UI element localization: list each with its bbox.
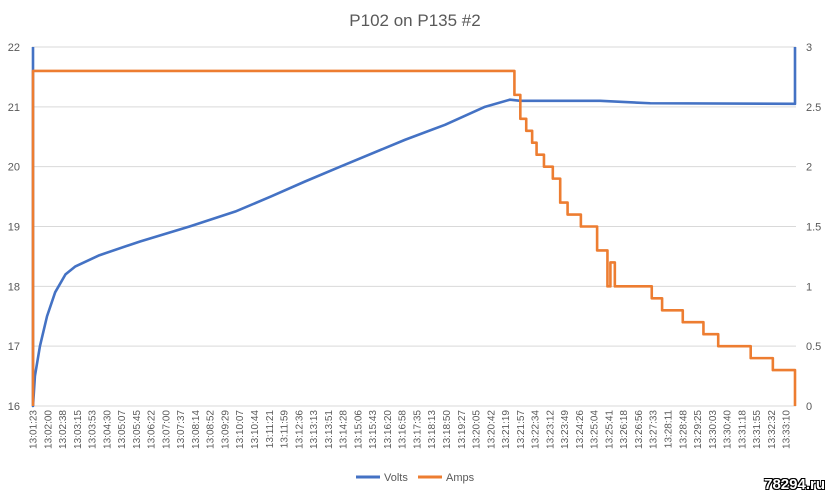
x-tick-label: 13:26:56 [634,410,645,449]
x-tick-label: 13:22:34 [531,410,542,449]
y-left-tick-label: 20 [8,162,20,174]
x-tick-label: 13:10:44 [250,410,261,449]
x-tick-label: 13:18:13 [427,410,438,449]
x-tick-label: 13:32:32 [767,410,778,449]
x-tick-label: 13:25:41 [604,410,615,449]
x-tick-label: 13:02:38 [58,410,69,449]
x-tick-label: 13:08:52 [206,410,217,449]
y-left-tick-label: 21 [8,102,20,114]
y-right-tick-label: 1.5 [806,222,821,234]
x-tick-label: 13:25:04 [590,410,601,449]
x-tick-label: 13:27:33 [649,410,660,449]
x-tick-label: 13:03:53 [88,410,99,449]
x-tick-label: 13:11:59 [280,410,291,449]
x-tick-label: 13:31:55 [752,410,763,449]
gridlines [32,46,796,407]
x-tick-label: 13:33:10 [782,410,793,449]
series-lines [31,47,797,408]
x-tick-label: 13:05:07 [117,410,128,449]
right-axis-ticks: 0 0.5 1 1.5 2 2.5 3 [806,42,821,413]
x-tick-label: 13:28:48 [678,410,689,449]
y-left-tick-label: 16 [8,401,20,413]
y-left-tick-label: 18 [8,281,20,293]
y-right-tick-label: 2 [806,162,812,174]
x-tick-label: 13:11:21 [265,410,276,449]
x-axis-ticks: 13:01:23 13:02:00 13:02:38 13:03:15 13:03:53… [29,410,793,449]
x-tick-label: 13:15:06 [353,410,364,449]
x-tick-label: 13:01:23 [29,410,40,449]
left-axis-ticks: 16 17 18 19 20 21 22 [8,42,20,413]
legend-amps-label: Amps [446,472,475,484]
x-tick-label: 13:05:45 [132,410,143,449]
x-tick-label: 13:12:36 [294,410,305,449]
y-right-tick-label: 2.5 [806,102,821,114]
x-tick-label: 13:07:00 [161,410,172,449]
x-tick-label: 13:20:05 [472,410,483,449]
x-tick-label: 13:24:26 [575,410,586,449]
x-tick-label: 13:16:58 [398,410,409,449]
x-tick-label: 13:17:35 [412,410,423,449]
x-tick-label: 13:31:18 [737,410,748,449]
x-tick-label: 13:23:49 [560,410,571,449]
x-tick-label: 13:09:29 [220,410,231,449]
x-tick-label: 13:13:13 [309,410,320,449]
x-tick-label: 13:30:03 [708,410,719,449]
x-tick-label: 13:29:25 [693,410,704,449]
legend-volts-label: Volts [384,472,408,484]
x-tick-label: 13:03:15 [73,410,84,449]
legend: Volts Amps [356,472,475,484]
y-right-tick-label: 1 [806,281,812,293]
watermark: 78294.ru [764,476,825,493]
x-tick-label: 13:21:19 [501,410,512,449]
x-tick-label: 13:07:37 [176,410,187,449]
x-tick-label: 13:23:12 [545,410,556,449]
y-left-tick-label: 17 [8,341,20,353]
x-tick-label: 13:14:28 [339,410,350,449]
series-volts-line [31,47,797,408]
x-tick-label: 13:04:30 [102,410,113,449]
x-tick-label: 13:30:40 [723,410,734,449]
x-tick-label: 13:28:11 [664,410,675,449]
x-tick-label: 13:08:14 [191,410,202,449]
chart-title: P102 on P135 #2 [349,11,480,30]
x-tick-label: 13:13:51 [324,410,335,449]
y-right-tick-label: 3 [806,42,812,54]
y-right-tick-label: 0.5 [806,341,821,353]
x-tick-label: 13:20:42 [486,410,497,449]
x-tick-label: 13:10:07 [235,410,246,449]
x-tick-label: 13:06:22 [147,410,158,449]
y-right-tick-label: 0 [806,401,812,413]
x-tick-label: 13:18:50 [442,410,453,449]
x-tick-label: 13:26:18 [619,410,630,449]
x-tick-label: 13:15:43 [368,410,379,449]
x-tick-label: 13:21:57 [516,410,527,449]
x-tick-label: 13:19:27 [457,410,468,449]
x-tick-label: 13:02:00 [43,410,54,449]
x-tick-label: 13:16:20 [383,410,394,449]
series-amps-line [31,69,797,406]
y-left-tick-label: 19 [8,222,20,234]
y-left-tick-label: 22 [8,42,20,54]
